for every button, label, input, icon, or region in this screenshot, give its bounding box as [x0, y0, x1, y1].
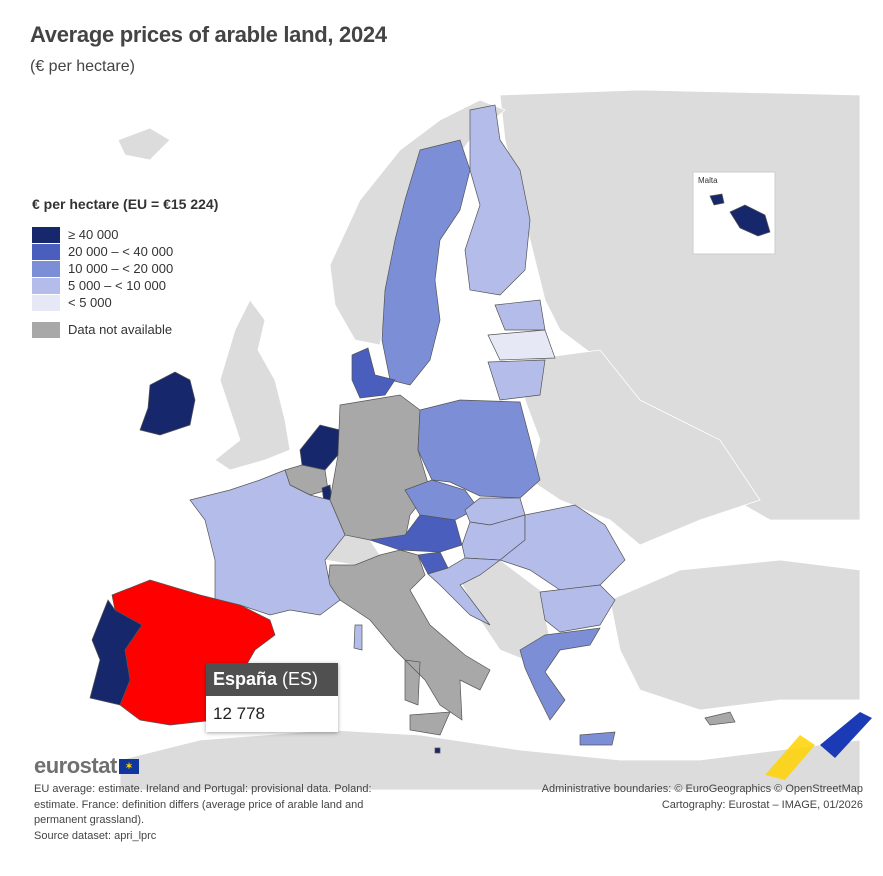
country-ukraine-belarus	[524, 349, 761, 546]
country-mt[interactable]	[434, 747, 441, 754]
eurostat-logo: eurostat ✶	[34, 753, 139, 779]
credits: Administrative boundaries: © EuroGeograp…	[542, 782, 863, 813]
footnotes: EU average: estimate. Ireland and Portug…	[34, 782, 394, 844]
legend-item[interactable]: ≥ 40 000	[32, 226, 218, 243]
country-hr[interactable]	[427, 557, 501, 626]
country-iceland	[117, 127, 171, 161]
country-gr[interactable]	[519, 627, 616, 746]
malta-inset	[692, 171, 776, 255]
country-at[interactable]	[369, 514, 463, 553]
credit-boundaries: Administrative boundaries: © EuroGeograp…	[541, 783, 863, 795]
country-fi[interactable]	[464, 104, 531, 296]
legend-item[interactable]: 10 000 – < 20 000	[32, 260, 218, 277]
tooltip-code: (ES)	[282, 669, 319, 689]
page-title: Average prices of arable land, 2024	[30, 22, 387, 47]
logo-text: eurostat	[34, 753, 117, 778]
eu-countries	[89, 104, 736, 754]
country-cy[interactable]	[704, 711, 736, 726]
country-ie[interactable]	[139, 371, 196, 436]
legend-label: ≥ 40 000	[68, 227, 119, 242]
credit-cartography: Cartography: Eurostat – IMAGE, 01/2026	[661, 798, 863, 811]
legend-swatch	[32, 277, 60, 294]
legend: € per hectare (EU = €15 224) ≥ 40 000 20 …	[32, 196, 218, 338]
legend-item[interactable]: 20 000 – < 40 000	[32, 243, 218, 260]
country-de[interactable]	[329, 394, 431, 541]
legend-label: 5 000 – < 10 000	[68, 278, 166, 293]
country-ee[interactable]	[494, 299, 546, 331]
legend-label: 20 000 – < 40 000	[68, 244, 174, 259]
legend-label: < 5 000	[68, 295, 112, 310]
country-bg[interactable]	[539, 584, 616, 633]
legend-swatch	[32, 226, 60, 243]
eu-flag-icon: ✶	[118, 758, 139, 774]
source-dataset: Source dataset: apri_lprc	[34, 829, 157, 842]
country-it[interactable]	[327, 549, 491, 736]
legend-swatch	[32, 294, 60, 311]
country-tooltip: España (ES) 12 778	[206, 663, 338, 732]
country-africa	[119, 729, 861, 791]
country-se[interactable]	[381, 139, 471, 386]
legend-title: € per hectare (EU = €15 224)	[32, 196, 219, 212]
tooltip-country: España	[213, 669, 278, 689]
page-subtitle: (€ per hectare)	[30, 58, 135, 75]
legend-item[interactable]: 5 000 – < 10 000	[32, 277, 218, 294]
country-nl[interactable]	[299, 424, 341, 471]
malta-inset-shape	[709, 193, 771, 237]
legend-swatch	[32, 321, 60, 338]
legend-label: 10 000 – < 20 000	[68, 261, 174, 276]
eurogeographics-logo	[765, 712, 872, 780]
malta-inset-label: Malta	[698, 176, 718, 185]
country-lt[interactable]	[487, 359, 546, 401]
legend-label: Data not available	[68, 322, 173, 337]
tooltip-header: España (ES)	[206, 663, 338, 696]
country-turkey	[609, 559, 861, 711]
legend-swatch	[32, 260, 60, 277]
country-dk[interactable]	[351, 347, 396, 399]
legend-item-na[interactable]: Data not available	[32, 321, 218, 338]
legend-swatch	[32, 243, 60, 260]
legend-item[interactable]: < 5 000	[32, 294, 218, 311]
country-uk	[214, 299, 291, 471]
country-pt[interactable]	[89, 599, 143, 706]
footnote: EU average: estimate. Ireland and Portug…	[34, 783, 372, 826]
tooltip-value: 12 778	[206, 696, 338, 732]
country-lv[interactable]	[487, 329, 556, 361]
